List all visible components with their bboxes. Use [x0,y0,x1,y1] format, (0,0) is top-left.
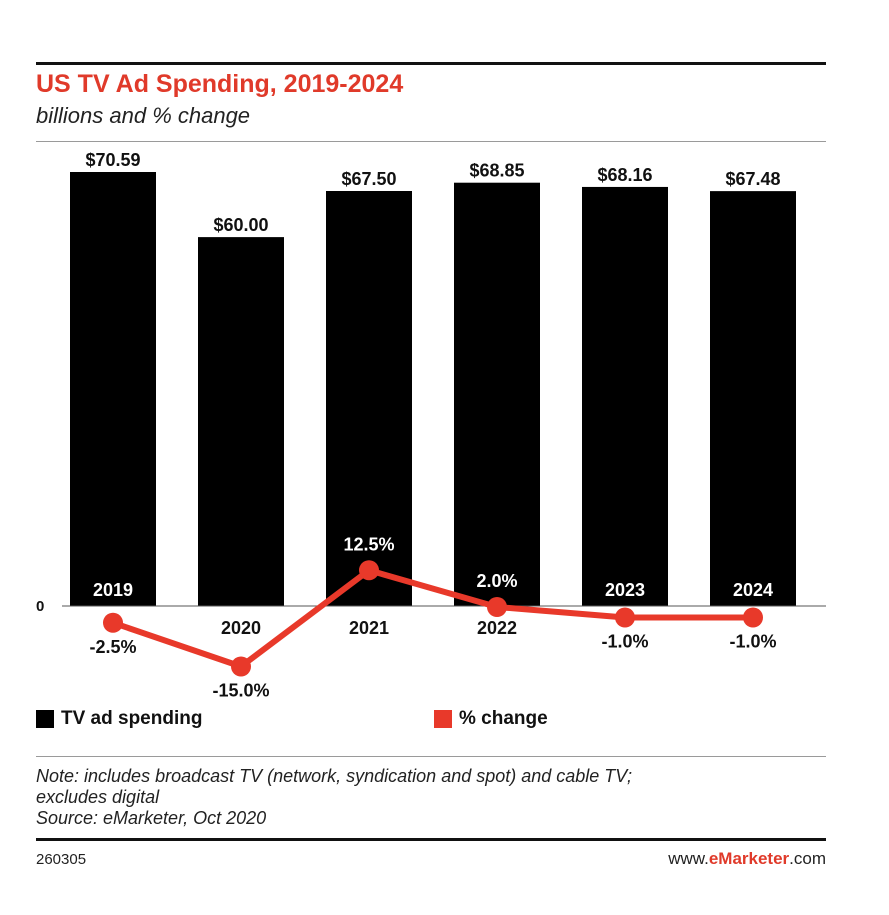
note-line: Note: includes broadcast TV (network, sy… [36,766,632,786]
header-rule [36,141,826,142]
bar [710,191,796,606]
percent-change-label: -1.0% [601,632,648,652]
url-prefix: www. [668,849,709,868]
bar [198,237,284,606]
bottom-rule [36,838,826,841]
percent-change-point [487,597,507,617]
legend-rule [36,756,826,757]
bar [454,182,540,607]
chart-id: 260305 [36,851,87,868]
percent-change-label: 2.0% [476,571,517,591]
percent-change-point [743,607,763,628]
chart-title: US TV Ad Spending, 2019-2024 [36,70,404,98]
x-tick-label: 2023 [605,580,645,600]
legend-swatch-red [434,710,452,728]
legend-label: % change [459,708,548,729]
percent-change-label: -1.0% [729,632,776,652]
legend-label: TV ad spending [61,708,203,729]
x-tick-label: 2021 [349,618,389,638]
percent-change-point [359,560,379,581]
x-tick-label: 2024 [733,580,773,600]
bar-value-label: $67.48 [725,169,780,189]
bar-value-label: $67.50 [341,169,396,189]
legend-item-percent-change: % change [434,708,548,730]
percent-change-label: -15.0% [212,681,269,701]
bar [70,172,156,606]
percent-change-line [110,567,756,670]
percent-change-point [615,607,635,628]
legend-swatch-black [36,710,54,728]
chart-subtitle: billions and % change [36,103,251,128]
x-tick-label: 2019 [93,580,133,600]
percent-change-label: 12.5% [343,534,394,554]
bar-value-label: $70.59 [85,150,140,170]
footnote: Note: includes broadcast TV (network, sy… [36,766,632,829]
chart-plot: $70.59 $60.00 $67.50 $68.85 $68.16 $67.48 0 201… [36,150,826,701]
bar [582,186,668,607]
source-line: Source: eMarketer, Oct 2020 [36,808,267,828]
top-rule [36,62,826,65]
bar-value-label: $68.85 [469,161,524,181]
percent-change-point [103,612,123,633]
x-tick-label: 2020 [221,618,261,638]
percent-change-label: -2.5% [89,637,136,657]
x-tick-label: 2022 [477,618,517,638]
legend-item-tv-ad-spending: TV ad spending [36,708,202,730]
bar-value-label: $60.00 [213,215,268,235]
bar-value-label: $68.16 [597,165,652,185]
url-suffix: .com [789,849,826,868]
percent-change-point [231,656,251,677]
bar [326,190,412,607]
note-line: excludes digital [36,787,160,807]
zero-tick-label: 0 [36,598,44,615]
source-url: www.eMarketer.com [668,849,826,869]
url-brand: eMarketer [708,849,790,868]
